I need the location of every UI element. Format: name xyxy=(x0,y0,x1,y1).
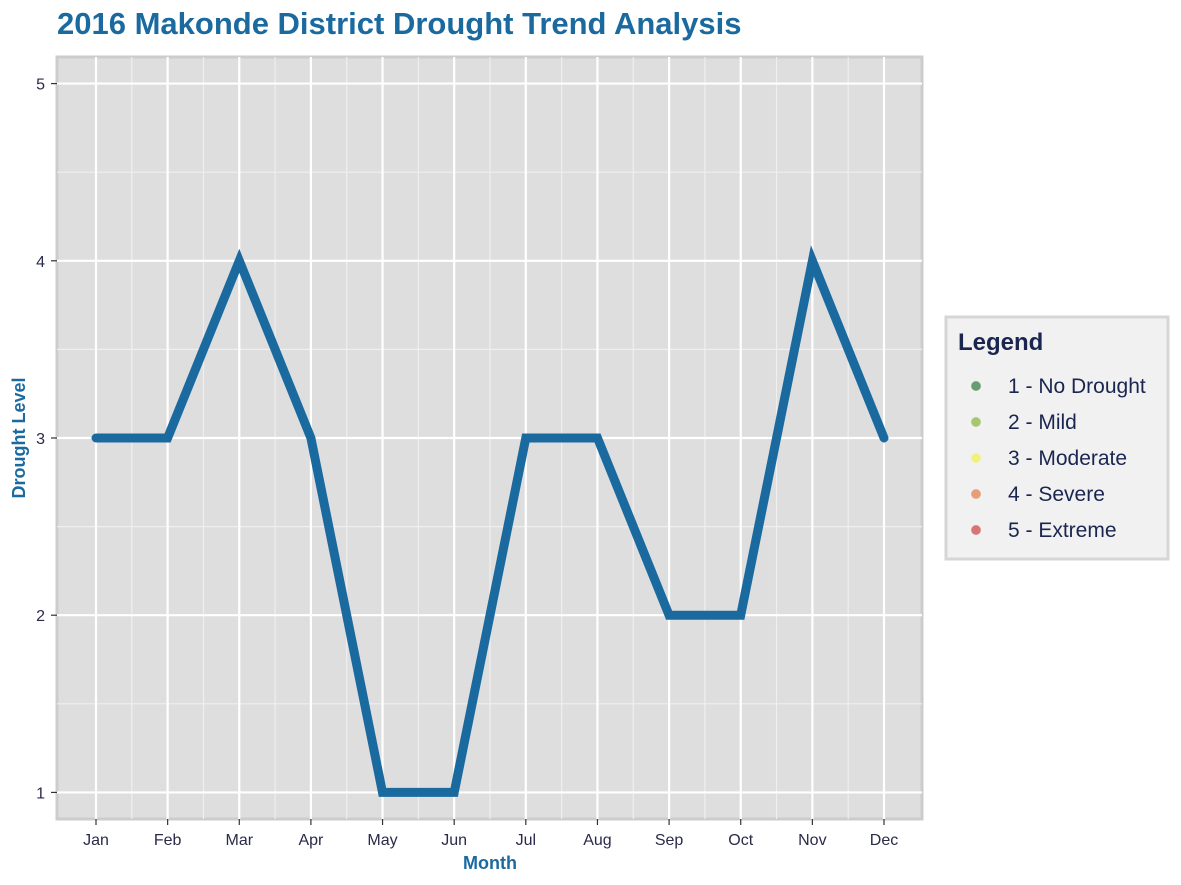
x-tick-label: May xyxy=(367,832,397,849)
legend-key-dot xyxy=(971,489,981,499)
chart-title: 2016 Makonde District Drought Trend Anal… xyxy=(57,6,741,41)
x-axis-title: Month xyxy=(463,853,517,873)
y-tick-label: 5 xyxy=(36,77,45,94)
legend-item-label: 5 - Extreme xyxy=(1008,519,1117,542)
legend-key-dot xyxy=(971,453,981,463)
x-tick-label: Feb xyxy=(154,832,182,849)
y-tick-label: 1 xyxy=(36,785,45,802)
y-axis-title: Drought Level xyxy=(9,377,29,498)
legend-box xyxy=(944,315,1170,561)
x-axis: Jan Feb Mar Apr May Jun Jul Aug Sep Oct Nov Dec xyxy=(83,819,898,849)
legend-item-label: 3 - Moderate xyxy=(1008,447,1127,470)
y-axis: 1 2 3 4 5 xyxy=(36,77,57,802)
grid-major xyxy=(57,57,922,819)
legend-item-label: 1 - No Drought xyxy=(1008,375,1146,398)
x-tick-label: Sep xyxy=(655,832,684,849)
y-tick-label: 2 xyxy=(36,608,45,625)
legend: Legend 1 - No Drought 2 - Mild 3 - Moderat… xyxy=(944,315,1170,561)
x-tick-label: Nov xyxy=(798,832,826,849)
x-tick-label: Jul xyxy=(516,832,536,849)
y-tick-label: 3 xyxy=(36,431,45,448)
x-tick-label: Dec xyxy=(870,832,898,849)
x-tick-label: Apr xyxy=(298,832,324,849)
x-tick-label: Aug xyxy=(583,832,611,849)
x-tick-label: Jan xyxy=(83,832,109,849)
y-tick-label: 4 xyxy=(36,254,45,271)
legend-key-dot xyxy=(971,381,981,391)
legend-title: Legend xyxy=(958,329,1043,356)
series-line-drought-level xyxy=(91,245,889,797)
legend-item-label: 4 - Severe xyxy=(1008,483,1105,506)
legend-key-dot xyxy=(971,417,981,427)
legend-key-dot xyxy=(971,525,981,535)
x-tick-label: Jun xyxy=(441,832,467,849)
x-tick-label: Mar xyxy=(225,832,253,849)
legend-item-label: 2 - Mild xyxy=(1008,411,1077,434)
x-tick-label: Oct xyxy=(728,832,753,849)
